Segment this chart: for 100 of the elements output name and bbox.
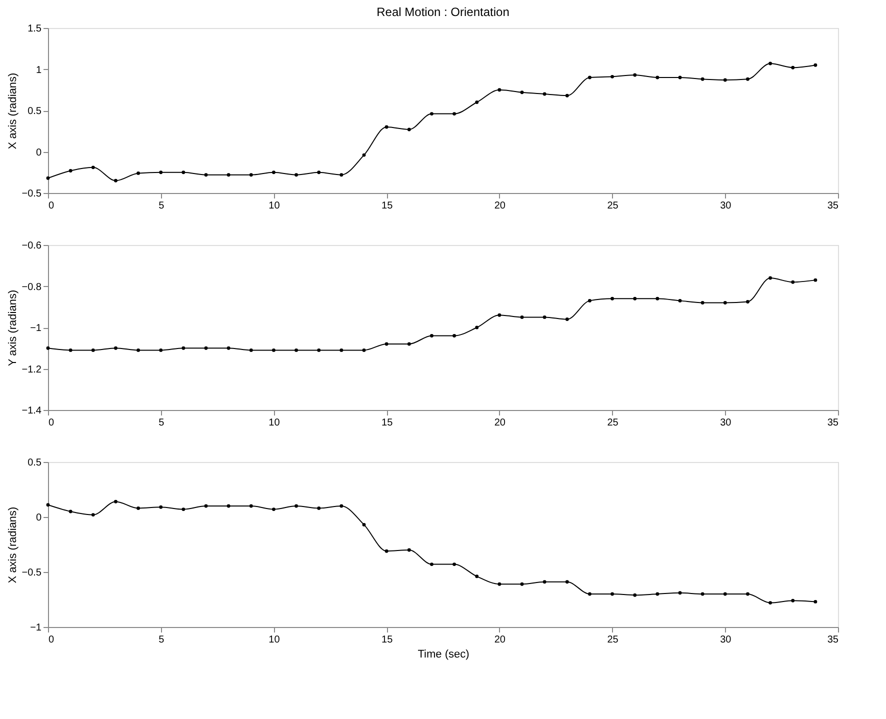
point <box>678 591 682 595</box>
point <box>68 168 72 172</box>
x-tick-label: 25 <box>607 418 619 428</box>
point <box>136 171 140 175</box>
x-tick-label: 15 <box>382 418 394 428</box>
point <box>46 503 50 507</box>
point <box>498 88 502 92</box>
point <box>498 582 502 586</box>
point <box>204 504 208 508</box>
x-tick-label: 20 <box>494 634 506 646</box>
point <box>159 170 163 174</box>
point <box>136 348 140 352</box>
point <box>588 298 592 302</box>
point <box>700 77 704 81</box>
point <box>656 296 660 300</box>
point <box>317 170 321 174</box>
y-tick-label: −0.8 <box>22 282 42 293</box>
point <box>159 348 163 352</box>
point <box>294 348 298 352</box>
x-tick-label: 20 <box>494 200 506 212</box>
point <box>249 348 253 352</box>
point <box>430 112 434 116</box>
point <box>542 580 546 584</box>
point <box>633 296 637 300</box>
point <box>723 592 727 596</box>
x-tick-label: 35 <box>827 200 839 212</box>
point <box>182 508 186 512</box>
x-tick-label: 25 <box>607 200 619 212</box>
y-axis-title: X axis (radians) <box>6 72 19 150</box>
x-tick-label: 30 <box>720 634 732 646</box>
point <box>610 296 614 300</box>
point <box>159 505 163 509</box>
point <box>565 94 569 98</box>
point <box>723 78 727 82</box>
point <box>475 326 479 330</box>
point <box>249 504 253 508</box>
point <box>407 548 411 552</box>
y-tick-label: −0.6 <box>22 240 42 252</box>
point <box>91 348 95 352</box>
point <box>91 166 95 170</box>
point <box>249 173 253 177</box>
point <box>565 318 569 321</box>
point <box>814 278 818 282</box>
y-tick-label: −1.2 <box>22 364 42 376</box>
x-tick-label: 15 <box>382 200 394 212</box>
point <box>452 112 456 116</box>
point <box>114 500 118 504</box>
point <box>768 601 772 605</box>
point <box>407 128 411 132</box>
x-tick-label: 0 <box>48 634 54 646</box>
point <box>204 346 208 350</box>
x-tick-label: 30 <box>720 200 732 212</box>
point <box>588 592 592 596</box>
point <box>610 74 614 78</box>
point <box>384 549 388 553</box>
x-tick-label: 35 <box>827 634 839 646</box>
point <box>814 600 818 604</box>
point <box>452 334 456 338</box>
point <box>294 173 298 177</box>
point <box>294 504 298 508</box>
x-tick-label: 0 <box>48 418 54 428</box>
point <box>226 173 230 177</box>
point <box>430 562 434 566</box>
x-tick-label: 10 <box>268 634 280 646</box>
point <box>182 346 186 350</box>
point <box>91 513 95 517</box>
point <box>791 598 795 602</box>
chart-title: Real Motion : Orientation <box>376 5 510 19</box>
point <box>588 76 592 80</box>
x-tick-label: 15 <box>382 634 394 646</box>
point <box>114 346 118 350</box>
point <box>791 66 795 70</box>
point <box>520 90 524 94</box>
x-tick-label: 35 <box>827 418 839 428</box>
point <box>656 592 660 596</box>
point <box>68 510 72 514</box>
point <box>746 300 750 304</box>
point <box>407 342 411 346</box>
point <box>565 580 569 584</box>
point <box>46 346 50 350</box>
point <box>384 342 388 346</box>
point <box>656 76 660 80</box>
y-tick-label: −1.4 <box>22 406 42 416</box>
x-axis-title: Time (sec) <box>418 648 470 660</box>
point <box>520 582 524 586</box>
point <box>610 592 614 596</box>
point <box>633 593 637 597</box>
point <box>542 315 546 319</box>
y-tick-label: −1 <box>30 323 42 334</box>
point <box>723 301 727 304</box>
x-tick-label: 10 <box>268 200 280 212</box>
point <box>700 592 704 596</box>
point <box>384 125 388 129</box>
y-axis-title: X axis (radians) <box>6 506 19 584</box>
y-tick-label: −0.5 <box>22 188 42 200</box>
point <box>226 346 230 350</box>
point <box>46 176 50 180</box>
y-tick-label: 1 <box>36 64 42 76</box>
x-tick-label: 5 <box>158 634 165 646</box>
point <box>340 504 344 508</box>
